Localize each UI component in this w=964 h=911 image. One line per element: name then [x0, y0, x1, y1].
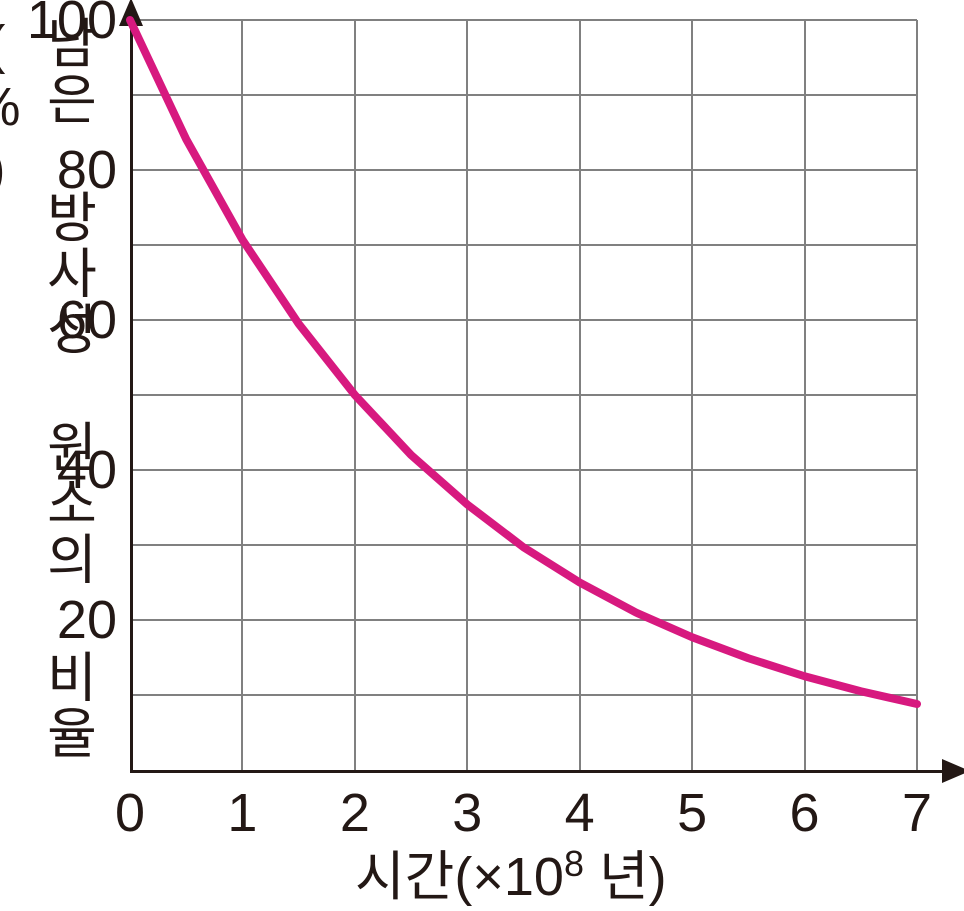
x-tick-label: 0: [115, 782, 145, 844]
x-tick-label: 5: [677, 782, 707, 844]
y-axis-label-text: 남은 방사성 원소의 비율(%): [0, 15, 107, 805]
y-tick-label: 40: [7, 439, 117, 501]
y-tick-label: 20: [7, 589, 117, 651]
decay-chart: 남은 방사성 원소의 비율(%) 2040608010001234567 시간(…: [0, 0, 964, 910]
y-axis-label: 남은 방사성 원소의 비율(%): [8, 15, 64, 805]
y-tick-label: 60: [7, 289, 117, 351]
y-tick-label: 100: [7, 0, 117, 51]
x-axis-line: [130, 770, 950, 773]
x-tick-label: 6: [790, 782, 820, 844]
decay-curve: [130, 20, 917, 770]
x-axis-label: 시간(×108 년): [355, 832, 667, 911]
plot-area: 2040608010001234567: [130, 20, 917, 770]
x-tick-label: 7: [902, 782, 932, 844]
x-axis-label-prefix: 시간(×10: [355, 847, 564, 907]
x-axis-label-suffix: 년): [584, 847, 667, 907]
y-tick-label: 80: [7, 139, 117, 201]
x-tick-label: 1: [227, 782, 257, 844]
x-axis-label-exp: 8: [564, 843, 584, 884]
